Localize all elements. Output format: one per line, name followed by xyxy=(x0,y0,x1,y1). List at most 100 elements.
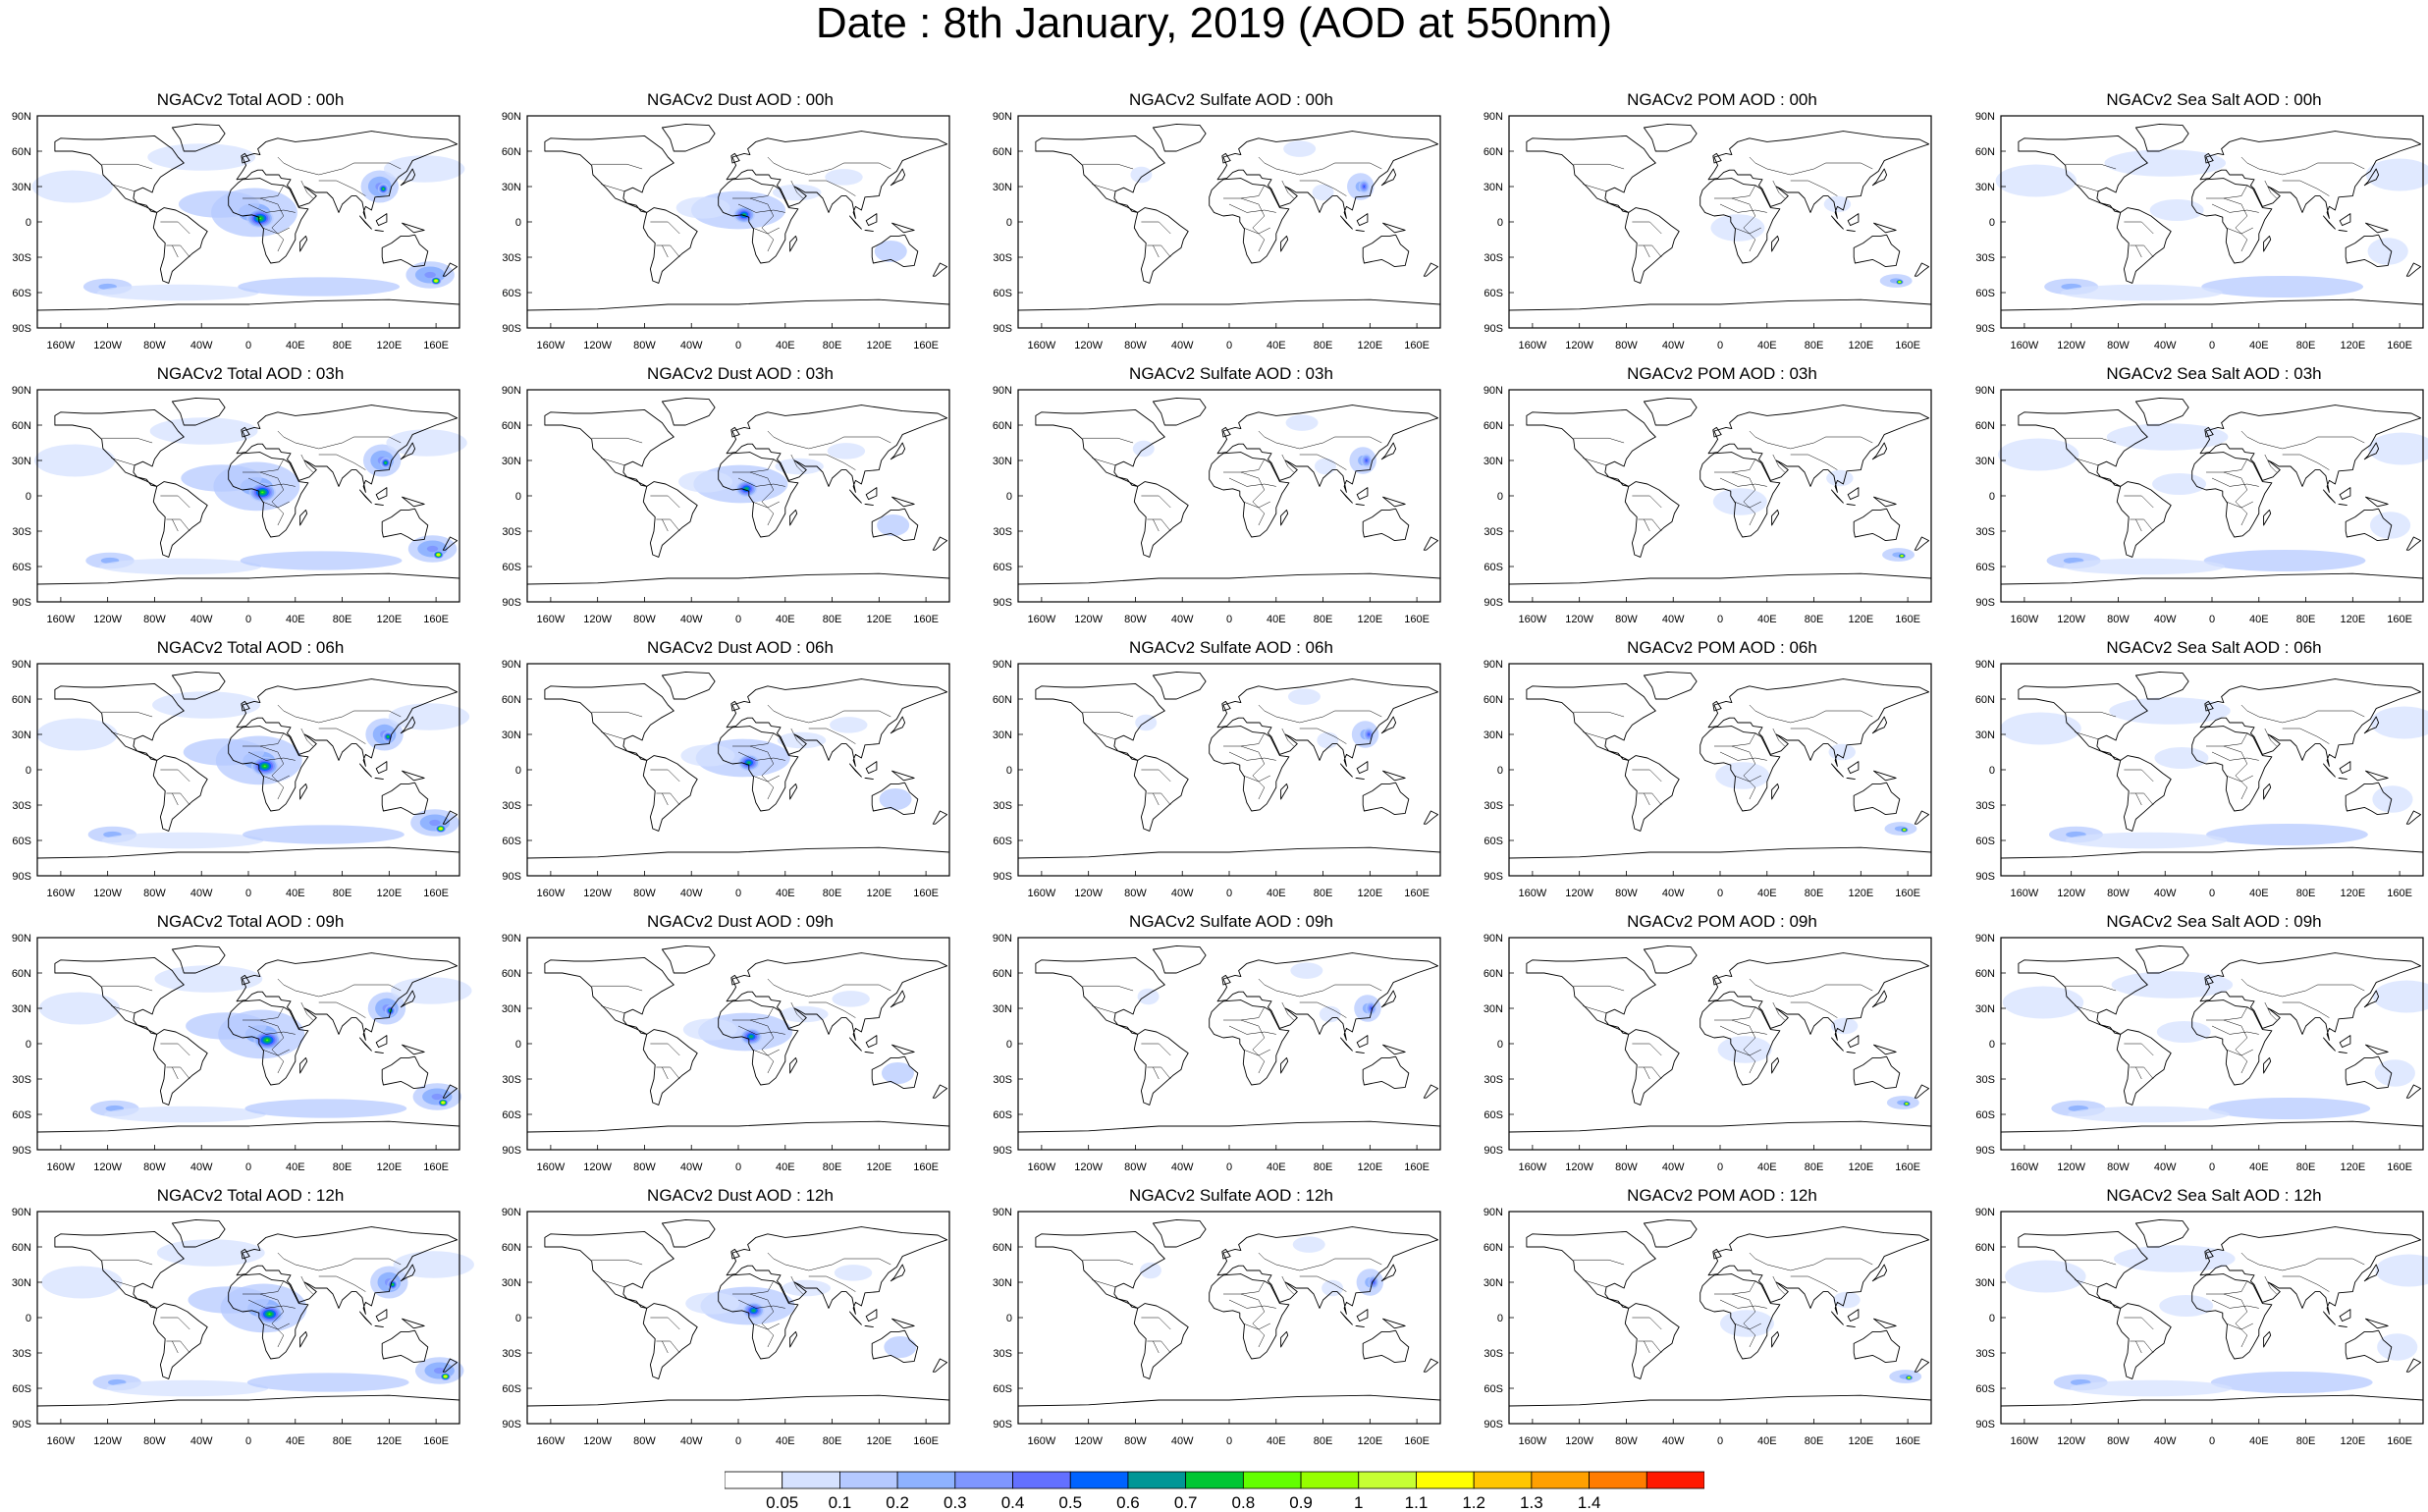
aod-contour xyxy=(147,143,256,171)
aod-field xyxy=(1720,1291,1922,1383)
coastline xyxy=(726,1226,948,1315)
coastline xyxy=(1853,234,1901,268)
coastline xyxy=(1382,1318,1406,1329)
border-line xyxy=(2264,1275,2277,1295)
aod-contour xyxy=(1715,762,1770,789)
coastline xyxy=(1209,178,1290,264)
aod-contour xyxy=(385,461,387,463)
border-line xyxy=(1275,436,1382,450)
border-line xyxy=(1573,985,1625,992)
aod-contour xyxy=(1317,731,1339,749)
coastline xyxy=(789,235,798,252)
border-line xyxy=(784,436,891,450)
coastline xyxy=(1355,1051,1365,1054)
border-line xyxy=(1153,792,1160,806)
coastline xyxy=(381,508,429,542)
coastline xyxy=(359,489,372,504)
coastline xyxy=(1831,1311,1844,1325)
coastline xyxy=(400,990,416,1008)
border-line xyxy=(259,197,285,252)
lat-tick-label: 30N xyxy=(502,1277,521,1289)
coastline xyxy=(381,234,429,268)
lat-tick-label: 30N xyxy=(1975,182,1995,193)
coastline xyxy=(1423,262,1439,277)
border-line xyxy=(1240,471,1266,526)
lon-tick-label: 40W xyxy=(190,888,213,899)
border-line xyxy=(1258,430,1276,444)
lat-tick-label: 60N xyxy=(1975,968,1995,980)
lon-tick-label: 80W xyxy=(633,1161,656,1173)
border-line xyxy=(1228,1299,1276,1309)
border-line xyxy=(1638,1066,1662,1080)
border-line xyxy=(1299,1275,1347,1292)
lat-tick-label: 90N xyxy=(993,385,1012,397)
aod-contour xyxy=(2369,512,2411,539)
map-svg: 90N 60N 30N 0 30S 60S 90S 160W 120W 80W 40W 0 40E 80E… xyxy=(1975,933,2428,1173)
aod-contour xyxy=(243,825,405,844)
aod-field xyxy=(1132,414,1376,475)
lon-tick-label: 0 xyxy=(1226,888,1232,899)
border-line xyxy=(1644,244,1650,258)
coastline xyxy=(2199,405,2422,493)
coastline xyxy=(891,222,915,234)
lon-tick-label: 40W xyxy=(1171,1161,1194,1173)
border-line xyxy=(1790,1001,1838,1018)
lat-tick-label: 0 xyxy=(515,491,521,503)
coastline xyxy=(1221,974,1231,986)
lat-tick-label: 90N xyxy=(1484,933,1503,945)
lon-tick-label: 160W xyxy=(2011,614,2039,625)
aod-contour xyxy=(879,787,912,811)
coastline xyxy=(1152,671,1207,700)
aod-field xyxy=(1715,743,1917,836)
colorbar-box xyxy=(1300,1471,1360,1489)
coastline xyxy=(2018,956,2148,1035)
coastline xyxy=(890,716,906,734)
border-line xyxy=(111,184,135,192)
lat-tick-label: 90N xyxy=(993,1207,1012,1218)
border-line xyxy=(784,1258,891,1271)
panel-title: NGACv2 Sea Salt AOD : 12h xyxy=(2106,1186,2322,1205)
aod-contour xyxy=(1712,488,1767,515)
coastline xyxy=(374,229,384,233)
lat-tick-label: 60N xyxy=(12,694,31,706)
lon-tick-label: 0 xyxy=(735,340,741,351)
aod-contour xyxy=(680,744,735,767)
coastline xyxy=(2363,1264,2380,1282)
map-svg: 90N 60N 30N 0 30S 60S 90S 160W 120W 80W 40W 0 40E 80E… xyxy=(993,111,1441,351)
lat-tick-label: 30N xyxy=(12,182,31,193)
lat-tick-label: 60S xyxy=(502,288,521,299)
map-svg: 90N 60N 30N 0 30S 60S 90S 160W 120W 80W 40W 0 40E 80E… xyxy=(12,385,467,625)
border-line xyxy=(2075,184,2099,192)
country-borders xyxy=(1573,1252,1873,1354)
coastline xyxy=(864,1051,874,1054)
lon-tick-label: 120W xyxy=(1074,1161,1103,1173)
lat-tick-label: 0 xyxy=(1006,217,1012,229)
lon-tick-label: 80E xyxy=(823,340,842,351)
lon-tick-label: 80E xyxy=(333,340,352,351)
coastline xyxy=(2363,442,2380,460)
panel-title: NGACv2 Dust AOD : 03h xyxy=(647,364,834,383)
border-line xyxy=(318,1001,366,1018)
coastline xyxy=(865,1309,878,1323)
lat-tick-label: 30S xyxy=(502,800,521,812)
lat-tick-label: 60S xyxy=(12,1383,31,1395)
border-line xyxy=(1228,203,1276,213)
coastline xyxy=(152,481,208,558)
coastline xyxy=(236,1226,459,1315)
border-line xyxy=(1772,180,1785,199)
coastline xyxy=(236,678,459,767)
country-borders xyxy=(2065,1252,2365,1354)
coastline xyxy=(1643,945,1698,974)
coastline xyxy=(2323,489,2336,504)
coastline xyxy=(730,426,740,438)
border-line xyxy=(1223,185,1266,199)
lat-tick-label: 30N xyxy=(502,1003,521,1015)
lon-tick-label: 160W xyxy=(1519,1161,1547,1173)
border-line xyxy=(752,1049,780,1056)
lat-tick-label: 30N xyxy=(1484,729,1503,741)
border-line xyxy=(656,518,680,532)
border-line xyxy=(737,1025,785,1035)
aod-field xyxy=(31,143,465,301)
colorbar-label: 1.2 xyxy=(1462,1493,1485,1512)
lat-tick-label: 30N xyxy=(12,1277,31,1289)
